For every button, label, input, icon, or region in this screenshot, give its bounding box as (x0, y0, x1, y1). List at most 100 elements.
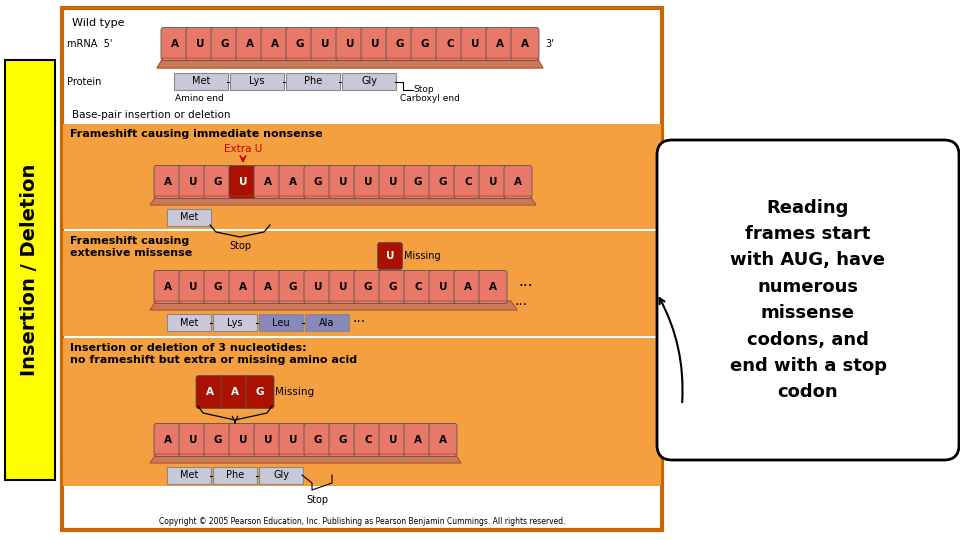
FancyBboxPatch shape (304, 165, 332, 199)
FancyBboxPatch shape (286, 28, 314, 60)
FancyBboxPatch shape (454, 271, 482, 303)
Text: G: G (364, 282, 372, 292)
Text: Met: Met (180, 213, 198, 222)
Text: U: U (339, 282, 348, 292)
Text: U: U (264, 435, 273, 445)
Text: A: A (289, 177, 297, 187)
Text: Protein: Protein (67, 77, 102, 87)
FancyBboxPatch shape (454, 165, 482, 199)
Text: U: U (364, 177, 372, 187)
Text: Extra U: Extra U (224, 144, 262, 154)
Text: Ala: Ala (320, 318, 335, 327)
Text: G: G (339, 435, 348, 445)
Text: G: G (389, 282, 397, 292)
Text: U: U (389, 435, 397, 445)
FancyBboxPatch shape (229, 165, 257, 199)
FancyBboxPatch shape (5, 60, 55, 480)
FancyBboxPatch shape (229, 423, 257, 456)
FancyBboxPatch shape (379, 423, 407, 456)
Text: G: G (314, 177, 323, 187)
FancyBboxPatch shape (174, 73, 228, 90)
Text: Copyright © 2005 Pearson Education, Inc. Publishing as Pearson Benjamin Cummings: Copyright © 2005 Pearson Education, Inc.… (158, 517, 565, 526)
Text: U: U (386, 251, 395, 261)
FancyBboxPatch shape (329, 423, 357, 456)
Text: G: G (439, 177, 447, 187)
Text: A: A (164, 282, 172, 292)
Text: Insertion or deletion of 3 nucleotides:
no frameshift but extra or missing amino: Insertion or deletion of 3 nucleotides: … (70, 343, 357, 366)
FancyBboxPatch shape (154, 165, 182, 199)
Text: C: C (414, 282, 421, 292)
FancyBboxPatch shape (311, 28, 339, 60)
FancyBboxPatch shape (657, 140, 959, 460)
Text: G: G (414, 177, 422, 187)
FancyBboxPatch shape (211, 28, 239, 60)
Text: G: G (214, 435, 223, 445)
Text: G: G (420, 39, 429, 49)
FancyBboxPatch shape (254, 271, 282, 303)
Text: Base-pair insertion or deletion: Base-pair insertion or deletion (72, 110, 230, 120)
Text: G: G (296, 39, 304, 49)
Text: U: U (470, 39, 479, 49)
Text: Carboxyl end: Carboxyl end (400, 94, 460, 103)
Text: Wild type: Wild type (72, 18, 125, 28)
Text: Phe: Phe (304, 77, 323, 86)
FancyBboxPatch shape (354, 271, 382, 303)
FancyBboxPatch shape (429, 423, 457, 456)
FancyBboxPatch shape (336, 28, 364, 60)
FancyBboxPatch shape (354, 423, 382, 456)
FancyBboxPatch shape (377, 242, 402, 269)
Text: C: C (364, 435, 372, 445)
FancyBboxPatch shape (259, 314, 303, 331)
FancyBboxPatch shape (204, 165, 232, 199)
FancyBboxPatch shape (404, 271, 432, 303)
FancyBboxPatch shape (230, 73, 284, 90)
Text: Lys: Lys (250, 77, 265, 86)
Text: A: A (514, 177, 522, 187)
FancyBboxPatch shape (154, 423, 182, 456)
Text: Frameshift causing
extensive missense: Frameshift causing extensive missense (70, 236, 192, 259)
Text: U: U (371, 39, 379, 49)
Text: U: U (439, 282, 447, 292)
Text: C: C (446, 39, 454, 49)
FancyBboxPatch shape (305, 314, 349, 331)
FancyBboxPatch shape (213, 314, 257, 331)
FancyBboxPatch shape (404, 423, 432, 456)
Text: Stop: Stop (306, 495, 328, 505)
Text: Missing: Missing (275, 387, 314, 397)
FancyBboxPatch shape (63, 124, 661, 229)
Text: 3': 3' (545, 39, 554, 49)
Text: A: A (521, 39, 529, 49)
Text: Stop: Stop (228, 241, 252, 251)
Text: Frameshift causing immediate nonsense: Frameshift causing immediate nonsense (70, 129, 323, 139)
Text: Amino end: Amino end (175, 94, 224, 103)
Text: U: U (339, 177, 348, 187)
Text: Lys: Lys (228, 318, 243, 327)
FancyBboxPatch shape (161, 28, 189, 60)
FancyBboxPatch shape (329, 165, 357, 199)
FancyBboxPatch shape (261, 28, 289, 60)
FancyBboxPatch shape (167, 314, 211, 331)
Text: C: C (465, 177, 471, 187)
Text: A: A (439, 435, 447, 445)
Text: Met: Met (180, 470, 198, 481)
Text: U: U (289, 435, 298, 445)
Text: A: A (231, 387, 239, 397)
Polygon shape (150, 196, 536, 205)
Text: A: A (414, 435, 422, 445)
Text: U: U (189, 435, 197, 445)
FancyBboxPatch shape (63, 231, 661, 336)
Text: U: U (346, 39, 354, 49)
FancyBboxPatch shape (167, 467, 211, 484)
Text: mRNA  5': mRNA 5' (67, 39, 112, 49)
FancyBboxPatch shape (63, 338, 661, 486)
Text: U: U (321, 39, 329, 49)
Text: U: U (189, 282, 197, 292)
Text: U: U (196, 39, 204, 49)
Text: A: A (246, 39, 254, 49)
Text: G: G (289, 282, 298, 292)
FancyBboxPatch shape (279, 165, 307, 199)
FancyBboxPatch shape (221, 375, 249, 408)
Text: ···: ··· (515, 298, 528, 312)
FancyBboxPatch shape (479, 165, 507, 199)
FancyBboxPatch shape (429, 165, 457, 199)
